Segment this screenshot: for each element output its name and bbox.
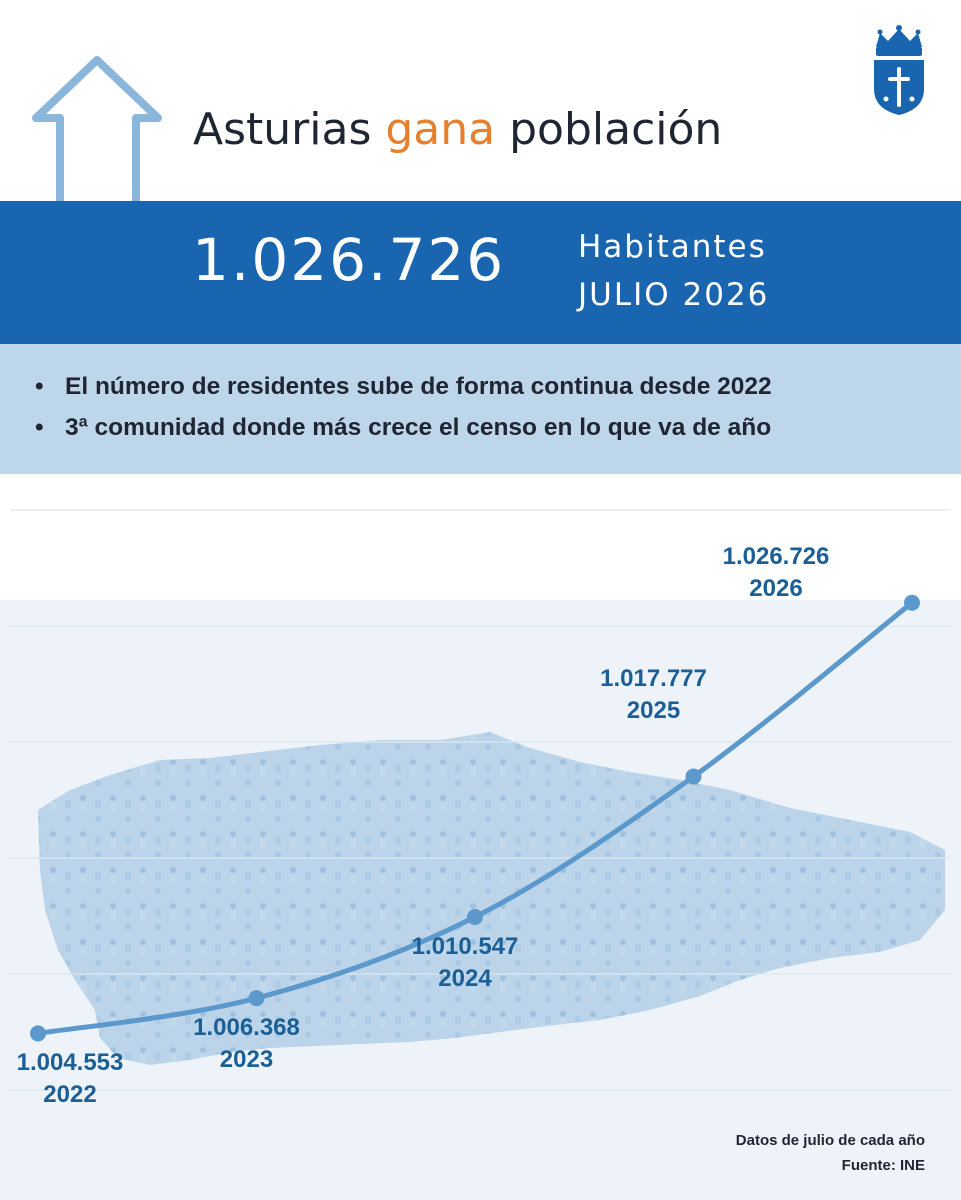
population-period: JULIO 2026 (578, 277, 770, 313)
data-note: Datos de julio de cada año (735, 1132, 925, 1149)
data-label-2023: 1.006.368 2023 (157, 1012, 337, 1076)
data-point-2025 (685, 768, 702, 785)
title-region: Asturias (193, 104, 372, 155)
population-unit: Habitantes (578, 229, 767, 265)
data-point-2022 (30, 1025, 46, 1042)
data-point-2026 (904, 594, 920, 611)
page-title: Asturias gana población (193, 100, 722, 160)
headline-band (0, 201, 961, 344)
data-source: Fuente: INE (841, 1157, 925, 1174)
population-chart (0, 490, 961, 1200)
data-point-2024 (467, 908, 483, 925)
value-label: 1.006.368 (193, 1014, 300, 1042)
value-label: 1.010.547 (411, 932, 519, 960)
data-label-2022: 1.004.553 2022 (0, 1047, 160, 1111)
key-point: 3ª comunidad donde más crece el censo en… (35, 407, 961, 448)
data-label-2024: 1.010.547 2024 (375, 931, 555, 995)
key-point: El número de residentes sube de forma co… (35, 366, 961, 407)
year-label: 2022 (43, 1081, 97, 1109)
value-label: 1.017.777 (600, 664, 707, 692)
chart-canvas (0, 509, 961, 1200)
year-label: 2023 (219, 1046, 274, 1074)
data-label-2026: 1.026.726 2026 (686, 541, 866, 605)
data-point-2023 (248, 990, 265, 1007)
value-label: 1.004.553 (16, 1049, 124, 1077)
background-illustration (0, 600, 961, 1200)
title-rest: población (509, 104, 723, 155)
year-label: 2026 (749, 574, 803, 602)
chart-gridlines (10, 509, 951, 1091)
source-note: Datos de julio de cada año Fuente: INE (736, 1128, 925, 1178)
data-label-2025: 1.017.777 2025 (564, 663, 744, 727)
year-label: 2024 (438, 964, 492, 992)
key-points-list: El número de residentes sube de forma co… (0, 344, 961, 474)
value-label: 1.026.726 (722, 542, 830, 570)
year-label: 2025 (626, 696, 681, 724)
chart-series-layer (30, 594, 920, 1042)
population-total: 1.026.726 (192, 226, 506, 294)
title-highlight: gana (385, 104, 496, 155)
asturias-coat-of-arms-icon (874, 25, 924, 115)
